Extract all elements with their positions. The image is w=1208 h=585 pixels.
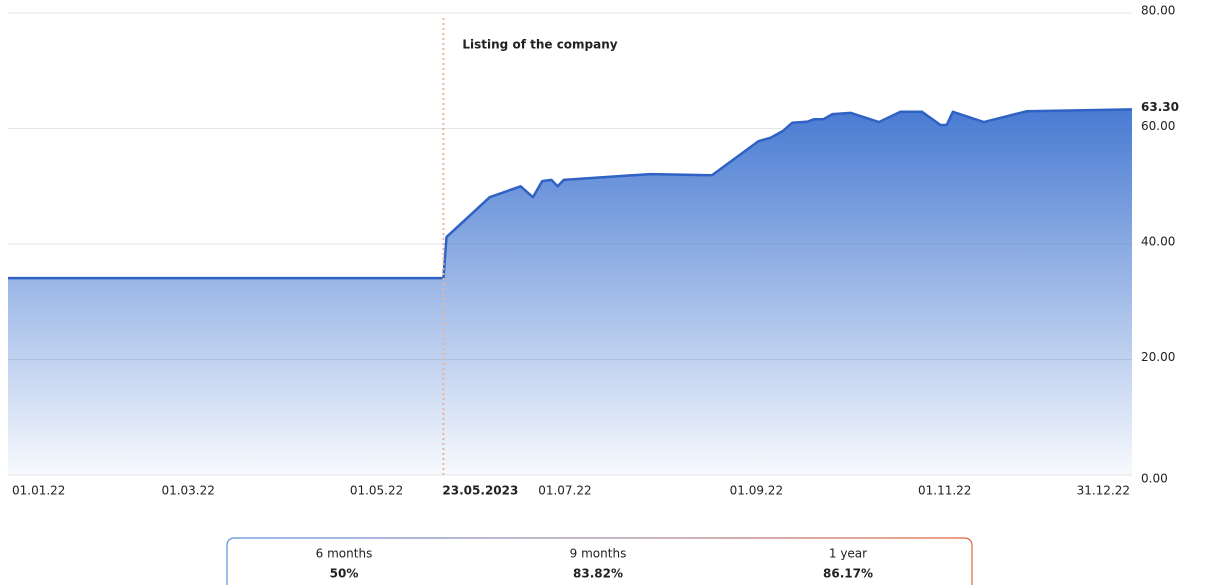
- stat-label: 1 year: [829, 547, 867, 561]
- x-tick-label: 01.07.22: [538, 484, 591, 498]
- x-tick-label: 01.05.22: [350, 484, 403, 498]
- value-label: 63.30: [1141, 100, 1179, 114]
- annotation-date: 23.05.2023: [442, 484, 518, 498]
- x-tick-label: 31.12.22: [1077, 484, 1130, 498]
- stat-value: 86.17%: [823, 567, 873, 581]
- stat-label: 6 months: [316, 547, 373, 561]
- y-tick-label: 80.00: [1141, 4, 1175, 18]
- stat-label: 9 months: [570, 547, 627, 561]
- annotation-text: Listing of the company: [462, 38, 617, 52]
- area: [8, 109, 1132, 476]
- x-tick-label: 01.03.22: [161, 484, 214, 498]
- stats-box: [226, 537, 973, 585]
- y-tick-label: 0.00: [1141, 472, 1168, 486]
- y-tick-label: 60.00: [1141, 119, 1175, 133]
- x-tick-label: 01.01.22: [12, 484, 65, 498]
- stat-value: 83.82%: [573, 567, 623, 581]
- x-tick-label: 01.11.22: [918, 484, 971, 498]
- line: [8, 108, 1133, 280]
- stat-value: 50%: [330, 567, 359, 581]
- x-tick-label: 01.09.22: [730, 484, 783, 498]
- y-tick-label: 40.00: [1141, 235, 1175, 249]
- y-tick-label: 20.00: [1141, 350, 1175, 364]
